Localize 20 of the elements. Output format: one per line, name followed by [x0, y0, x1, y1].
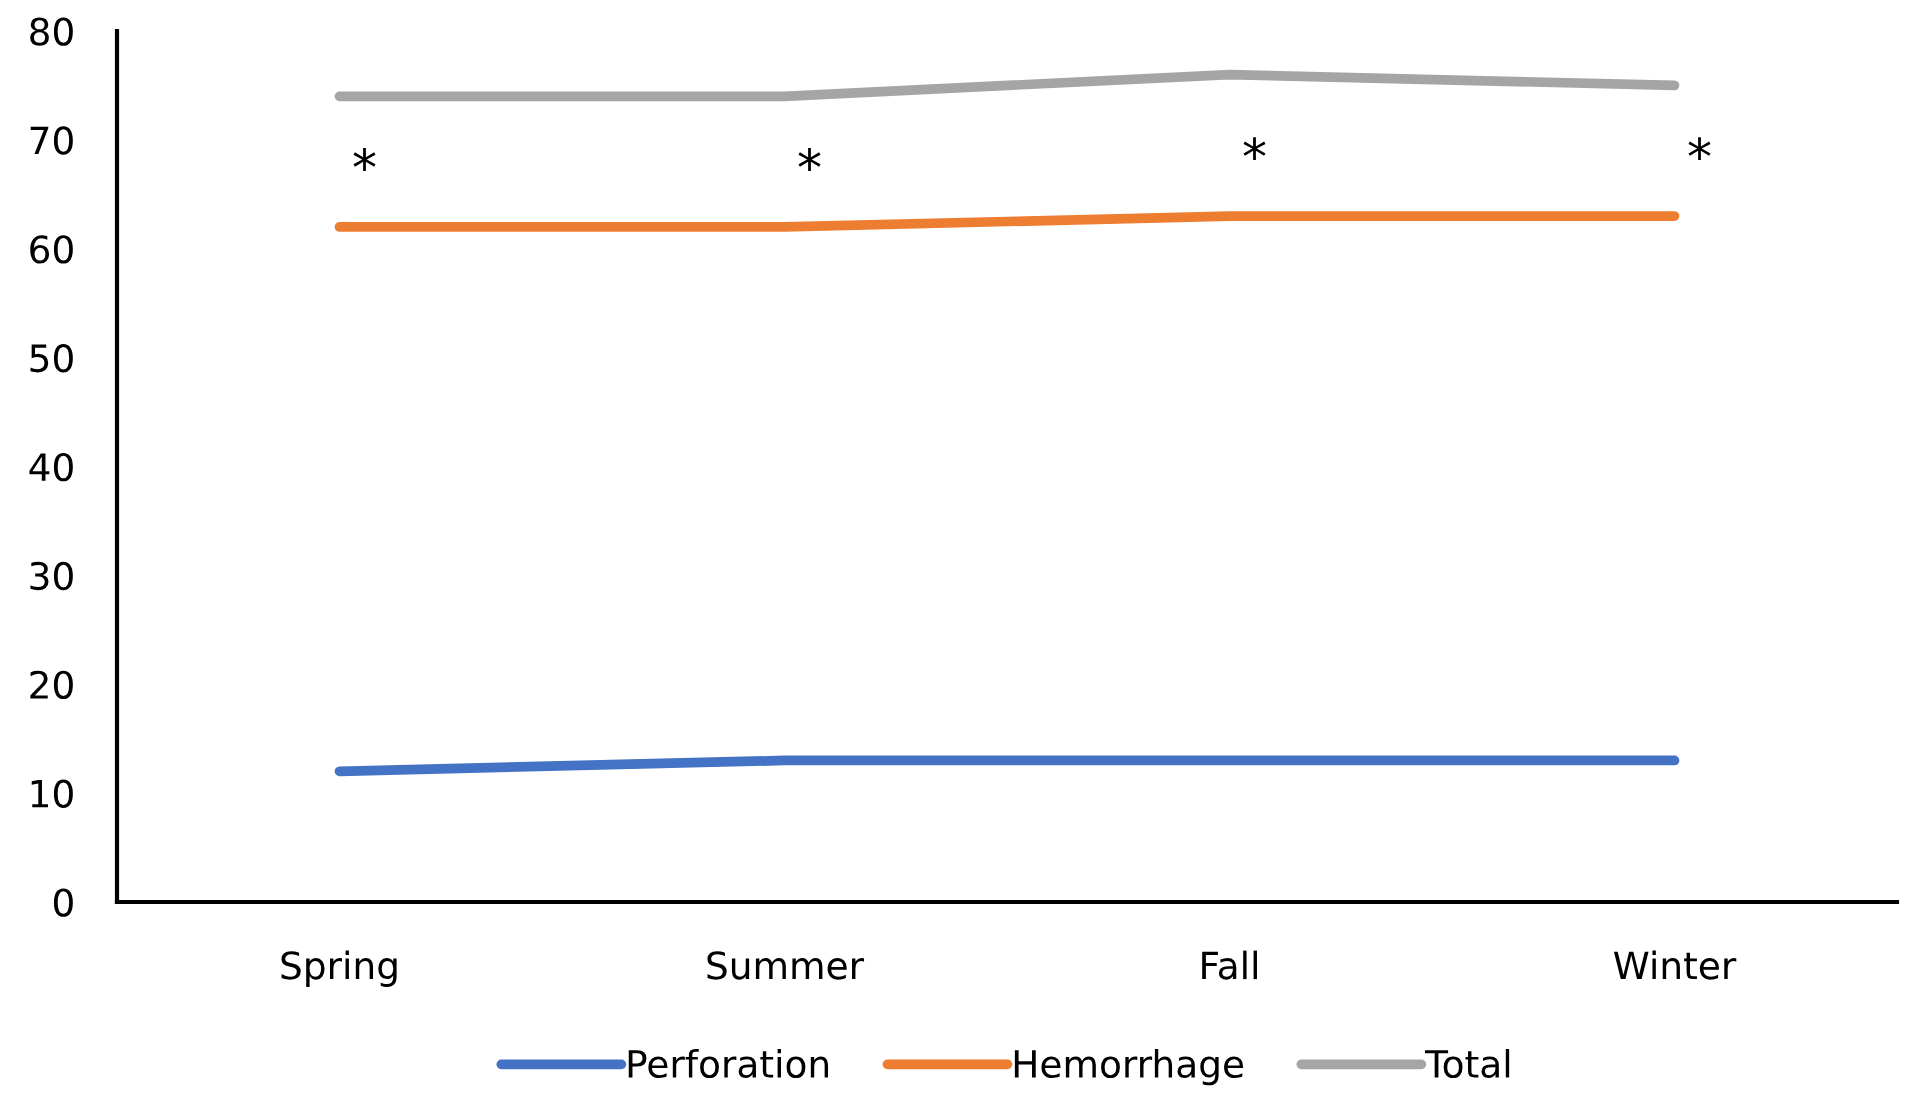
legend-label: Perforation — [628, 1048, 829, 1079]
legend-label: Total — [1424, 1048, 1510, 1079]
y-tick-label: 40 — [29, 452, 73, 482]
y-tick-label: 80 — [30, 17, 73, 46]
legend-label: Hemorrhage — [1014, 1048, 1244, 1086]
x-tick-label: Winter — [1613, 950, 1737, 980]
annotation: * — [353, 148, 376, 171]
y-tick-label: 30 — [30, 561, 73, 591]
y-tick-label: 20 — [30, 670, 73, 700]
y-tick-label: 0 — [53, 888, 73, 917]
y-tick-label: 10 — [31, 779, 73, 808]
x-tick-label: Spring — [281, 950, 397, 987]
y-tick-label: 60 — [30, 235, 73, 264]
annotation: * — [1243, 137, 1266, 161]
x-tick-label: Fall — [1202, 950, 1257, 980]
x-tick-label: Summer — [707, 951, 865, 980]
y-tick-label: 70 — [30, 126, 73, 155]
annotation: * — [798, 148, 821, 171]
y-tick-label: 50 — [30, 344, 73, 373]
annotation: * — [1688, 137, 1711, 161]
